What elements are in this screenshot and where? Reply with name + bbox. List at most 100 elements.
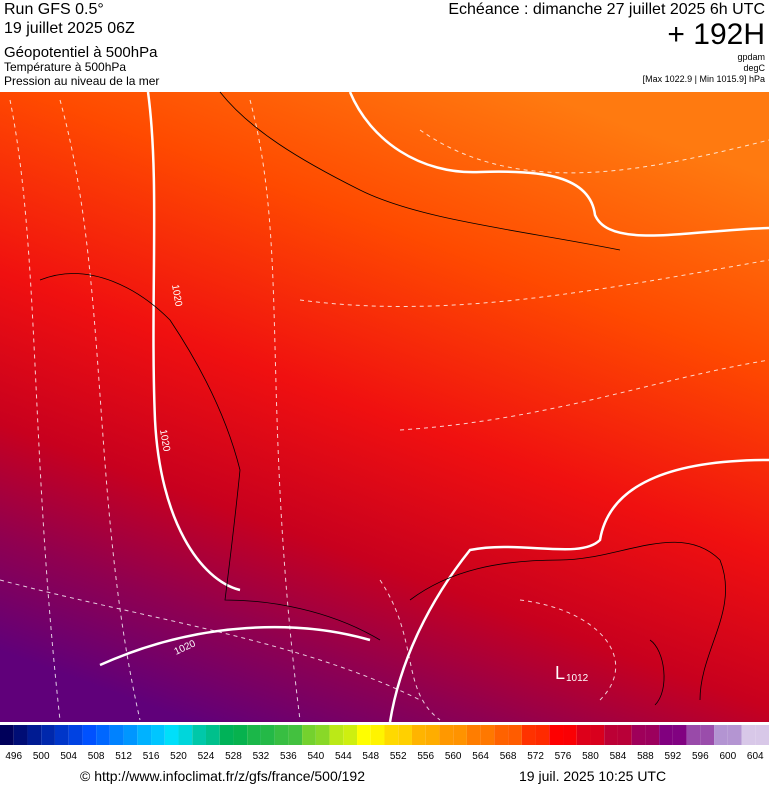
colorbar-swatch: [288, 725, 303, 745]
colorbar-swatch: [343, 725, 358, 745]
isobars: [99, 91, 769, 723]
colorbar-swatch: [82, 725, 97, 745]
colorbar-swatch: [178, 725, 193, 745]
isobar-label: 1020: [157, 429, 172, 453]
run-label: Run GFS 0.5°: [4, 1, 104, 18]
colorbar-swatch: [260, 725, 275, 745]
title-block: Run GFS 0.5° 19 juillet 2025 06Z Géopote…: [4, 1, 766, 88]
colorbar-swatch: [302, 725, 316, 745]
footer-time: 19 juil. 2025 10:25 UTC: [519, 768, 666, 784]
colorbar-swatch: [205, 725, 220, 745]
colorbar-swatch: [590, 725, 605, 745]
colorbar-label: 572: [527, 751, 544, 762]
colorbar-label: 512: [115, 751, 132, 762]
colorbar-label: 560: [445, 751, 462, 762]
colorbar-swatch: [604, 725, 618, 745]
colorbar-swatch: [645, 725, 660, 745]
colorbar-label: 596: [692, 751, 709, 762]
low-marker: L: [555, 663, 565, 683]
colorbar-swatch: [274, 725, 289, 745]
colorbar-swatch: [398, 725, 412, 745]
colorbar-swatch: [576, 725, 591, 745]
colorbar-swatch: [192, 725, 206, 745]
colorbar-swatch: [425, 725, 440, 745]
colorbar-swatch: [109, 725, 124, 745]
colorbar-swatch: [755, 725, 769, 745]
unit-label: degC: [743, 63, 765, 73]
colorbar-label: 520: [170, 751, 187, 762]
field-label: Pression au niveau de la mer: [4, 74, 159, 88]
colorbar-swatch: [123, 725, 138, 745]
coastlines: [39, 91, 726, 706]
colorbar-swatch: [659, 725, 673, 745]
colorbar-swatch: [411, 725, 426, 745]
lead-time: + 192H: [667, 18, 765, 51]
colorbar-swatch: [137, 725, 152, 745]
colorbar-swatch: [521, 725, 536, 745]
colorbar-swatch: [631, 725, 646, 745]
colorbar-label: 504: [60, 751, 77, 762]
colorbar-swatch: [508, 725, 522, 745]
colorbar-label: 508: [88, 751, 105, 762]
unit-label: gpdam: [737, 52, 765, 62]
colorbar-swatch: [686, 725, 701, 745]
colorbar-swatch: [315, 725, 330, 745]
colorbar-swatch: [247, 725, 261, 745]
run-date: 19 juillet 2025 06Z: [4, 20, 135, 37]
colorbar-swatch: [494, 725, 509, 745]
colorbar-label: 592: [665, 751, 682, 762]
colorbar-swatch: [563, 725, 577, 745]
colorbar-label: 544: [335, 751, 352, 762]
colorbar-swatch: [233, 725, 248, 745]
isobar-label: 1020: [169, 284, 184, 308]
colorbar-label: 604: [747, 751, 764, 762]
colorbar-label: 548: [362, 751, 379, 762]
colorbar-swatch: [54, 725, 69, 745]
colorbar-swatch: [0, 725, 14, 745]
colorbar-label: 600: [719, 751, 736, 762]
temperature-contours: [0, 99, 769, 721]
colorbar-swatch: [535, 725, 550, 745]
field-label: Géopotentiel à 500hPa: [4, 44, 158, 61]
colorbar-label: 496: [5, 751, 22, 762]
colorbar-swatch: [466, 725, 481, 745]
colorbar-label: 564: [472, 751, 489, 762]
colorbar-swatch: [219, 725, 234, 745]
colorbar-label: 568: [500, 751, 517, 762]
range-label: [Max 1022.9 | Min 1015.9] hPa: [643, 74, 765, 84]
colorbar-swatch: [370, 725, 385, 745]
colorbar-swatch: [164, 725, 179, 745]
footer-url: © http://www.infoclimat.fr/z/gfs/france/…: [80, 768, 365, 784]
colorbar-label: 540: [307, 751, 324, 762]
forecast-label: Echéance : dimanche 27 juillet 2025 6h U…: [448, 1, 765, 18]
colorbar-label: 532: [253, 751, 270, 762]
colorbar-swatch: [439, 725, 454, 745]
colorbar-swatch: [151, 725, 165, 745]
colorbar-label: 552: [390, 751, 407, 762]
colorbar-swatch: [96, 725, 110, 745]
colorbar-label: 556: [417, 751, 434, 762]
colorbar-label: 588: [637, 751, 654, 762]
colorbar-label: 580: [582, 751, 599, 762]
colorbar-label: 500: [33, 751, 50, 762]
colorbar-swatch: [549, 725, 564, 745]
colorbar-swatch: [357, 725, 371, 745]
colorbar-label: 516: [143, 751, 160, 762]
colorbar-swatch: [700, 725, 715, 745]
field-label: Température à 500hPa: [4, 60, 126, 74]
colorbar-swatch: [714, 725, 728, 745]
colorbar-swatch: [27, 725, 42, 745]
temperature-field: [0, 92, 769, 722]
colorbar-swatch: [480, 725, 495, 745]
colorbar-swatch: [741, 725, 756, 745]
colorbar-swatch: [384, 725, 399, 745]
colorbar-swatch: [68, 725, 83, 745]
colorbar-swatch: [672, 725, 687, 745]
colorbar-label: 536: [280, 751, 297, 762]
colorbar-swatch: [617, 725, 632, 745]
colorbar-label: 576: [555, 751, 572, 762]
colorbar-swatch: [329, 725, 344, 745]
isobar-label: 1012: [566, 673, 589, 684]
